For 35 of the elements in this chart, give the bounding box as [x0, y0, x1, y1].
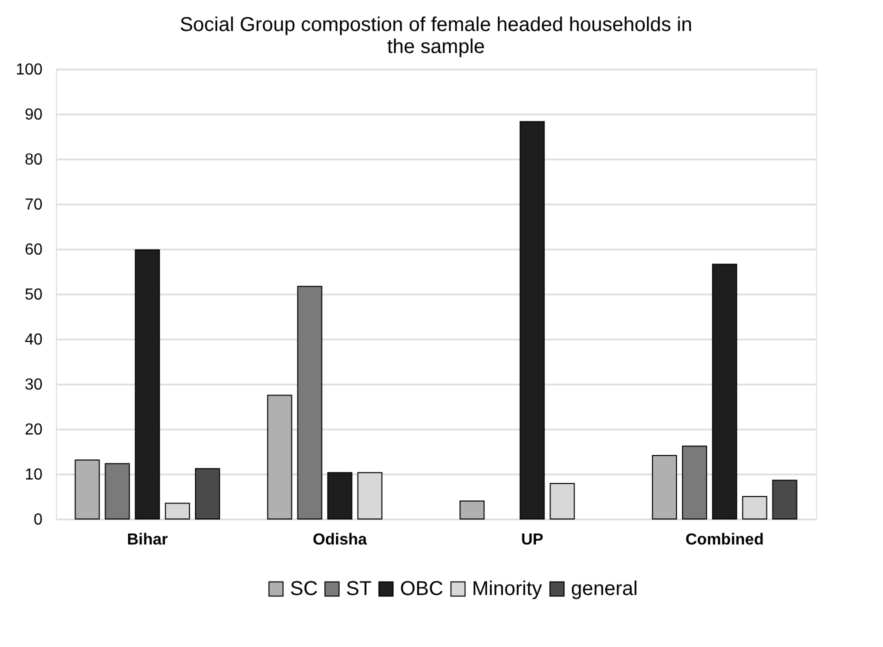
bar: [682, 446, 708, 520]
bar: [194, 468, 220, 520]
bar: [772, 480, 798, 520]
x-tick-label: UP: [521, 532, 544, 548]
y-tick-label: 0: [34, 512, 43, 528]
legend-label: OBC: [400, 578, 444, 600]
x-tick-label: Bihar: [126, 532, 168, 548]
bar: [74, 460, 100, 520]
text: Social Group compostion of female headed households in: [180, 14, 692, 36]
legend-label: general: [571, 578, 638, 600]
y-tick-label: 50: [24, 286, 43, 304]
x-tick-label: Combined: [686, 532, 764, 548]
y-tick-label: 90: [24, 106, 43, 124]
legend-label: Minority: [472, 578, 542, 600]
legend-label: SC: [290, 578, 318, 600]
y-tick-label: 80: [24, 152, 43, 168]
bar: [134, 249, 160, 520]
bar: [104, 463, 130, 520]
y-tick-label: 30: [24, 376, 43, 394]
x-tick-label: Odisha: [312, 532, 368, 548]
bar: [712, 264, 738, 520]
y-tick-label: 60: [24, 242, 43, 258]
bar: [460, 500, 485, 520]
y-tick-label: 70: [24, 196, 43, 214]
bar: [297, 286, 322, 520]
text: the sample: [387, 36, 485, 58]
bar: [327, 472, 352, 520]
y-tick-label: 40: [24, 332, 43, 348]
bar: [520, 121, 545, 520]
y-tick-label: 100: [16, 62, 43, 78]
y-tick-label: 10: [24, 466, 43, 484]
bar: [652, 455, 678, 520]
bar: [267, 394, 292, 520]
legend-label: ST: [346, 578, 372, 600]
y-tick-label: 20: [24, 422, 43, 438]
